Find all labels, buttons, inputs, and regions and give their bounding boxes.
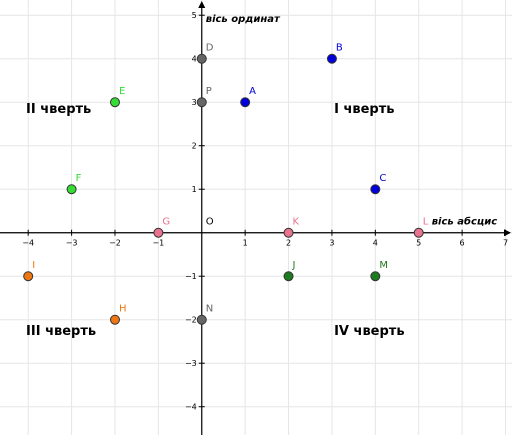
point-j[interactable] xyxy=(283,271,294,282)
point-label-f: F xyxy=(76,173,82,184)
y-tick-label: −3 xyxy=(185,359,197,368)
y-tick-label: −1 xyxy=(185,272,197,281)
y-tick-label: 5 xyxy=(192,11,197,20)
x-tick-label: 6 xyxy=(460,239,465,248)
point-d[interactable] xyxy=(196,53,207,64)
point-k[interactable] xyxy=(283,227,294,238)
y-tick-label: −4 xyxy=(185,403,197,412)
point-label-p: P xyxy=(206,86,212,97)
point-label-e: E xyxy=(119,86,125,97)
point-label-n: N xyxy=(206,304,213,315)
x-tick-label: 7 xyxy=(503,239,508,248)
x-tick-label: 3 xyxy=(329,239,334,248)
quadrant-label: IV чверть xyxy=(334,324,404,339)
point-label-m: M xyxy=(379,260,388,271)
y-tick-label: −2 xyxy=(185,316,197,325)
point-label-l: L xyxy=(423,217,429,228)
x-axis-title: вісь абсцис xyxy=(432,216,498,228)
point-label-h: H xyxy=(119,304,127,315)
point-label-a: A xyxy=(249,86,256,97)
points-layer: O A B C D P N E F G K L I H J M xyxy=(23,43,429,325)
x-tick-label: 1 xyxy=(243,239,248,248)
quadrant-label: II чверть xyxy=(26,102,91,117)
x-tick-label: 2 xyxy=(286,239,291,248)
point-label-d: D xyxy=(206,43,214,54)
x-tick-label: 5 xyxy=(416,239,421,248)
point-e[interactable] xyxy=(109,97,120,108)
quadrant-labels: I чверть II чверть III чверть IV чверть xyxy=(26,102,405,339)
point-b[interactable] xyxy=(326,53,337,64)
point-label-b: B xyxy=(336,43,343,54)
x-tick-label: −4 xyxy=(22,239,34,248)
point-c[interactable] xyxy=(370,184,381,195)
point-p[interactable] xyxy=(196,97,207,108)
y-tick-label: 4 xyxy=(192,55,197,64)
axis-ticks: −4 −3 −2 −1 1 2 3 4 5 6 7 −4 −3 −2 −1 1 2 3 4 5 xyxy=(22,11,508,412)
point-label-c: C xyxy=(379,173,386,184)
y-tick-label: 1 xyxy=(192,185,197,194)
point-label-i: I xyxy=(32,260,35,271)
point-i[interactable] xyxy=(23,271,34,282)
y-tick-label: 2 xyxy=(192,142,197,151)
point-m[interactable] xyxy=(370,271,381,282)
x-tick-label: −1 xyxy=(152,239,164,248)
point-label-g: G xyxy=(162,217,170,228)
point-h[interactable] xyxy=(109,314,120,325)
y-tick-label: 3 xyxy=(192,98,197,107)
x-tick-label: 4 xyxy=(373,239,378,248)
point-n[interactable] xyxy=(196,314,207,325)
point-g[interactable] xyxy=(153,227,164,238)
point-a[interactable] xyxy=(240,97,251,108)
point-label-j: J xyxy=(292,260,296,271)
quadrant-label: III чверть xyxy=(26,324,96,339)
quadrant-label: I чверть xyxy=(334,102,394,117)
point-label-o: O xyxy=(206,217,214,228)
point-label-k: K xyxy=(293,217,300,228)
y-axis-arrow xyxy=(198,1,206,8)
y-axis-title: вісь ординат xyxy=(206,14,281,25)
point-l[interactable] xyxy=(413,227,424,238)
x-tick-label: −2 xyxy=(109,239,121,248)
x-tick-label: −3 xyxy=(66,239,78,248)
point-f[interactable] xyxy=(66,184,77,195)
